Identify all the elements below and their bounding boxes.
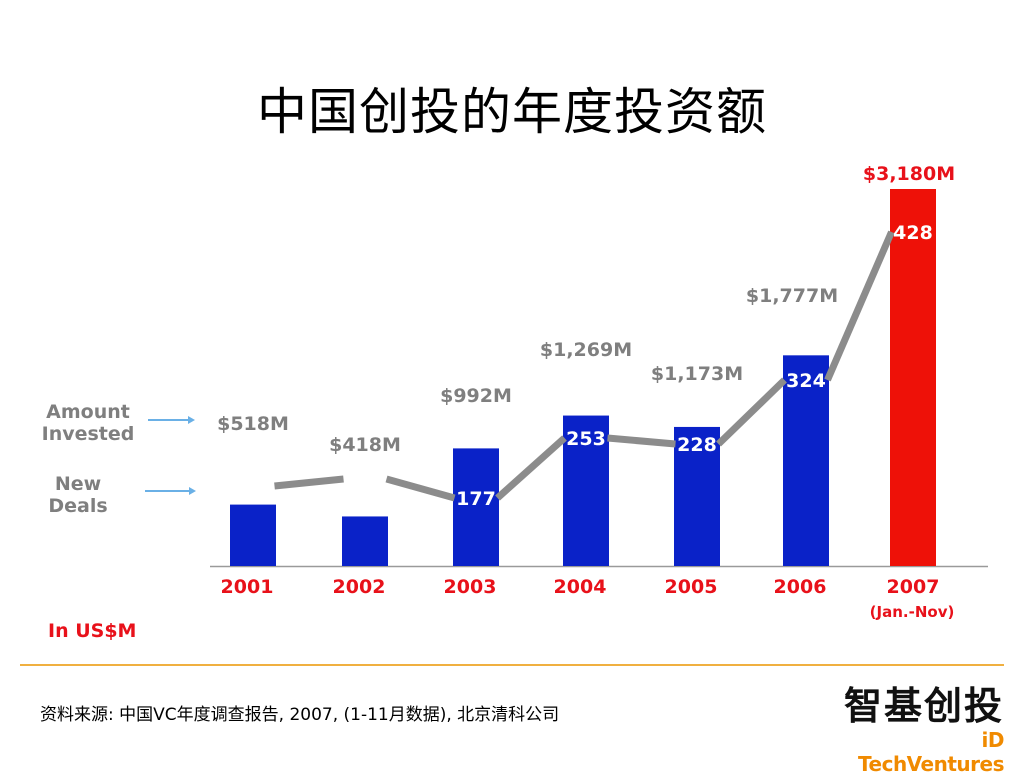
unit-label: In US$M (48, 620, 137, 642)
bar-2007 (890, 189, 936, 566)
amount-label-2002: $418M (329, 434, 401, 456)
deal-label-2006: 324 (786, 370, 826, 392)
deals-line-segment-1 (274, 475, 344, 490)
bar-2002 (342, 516, 388, 566)
deals-line-segment-6 (824, 230, 895, 382)
bar-2004 (563, 415, 609, 566)
year-label-2006: 2006 (774, 576, 827, 598)
slide-title: 中国创投的年度投资额 (257, 83, 767, 141)
investment-chart: 216 226 177 253 228 324 428 $518M $418M $992M $1,2… (210, 163, 988, 621)
year-label-2003: 2003 (444, 576, 497, 598)
year-label-2007: 2007 (887, 576, 940, 598)
bar-2006 (783, 355, 829, 566)
amount-label-2003: $992M (440, 385, 512, 407)
legend-amount-line2: Invested (41, 423, 135, 445)
year-label-2001: 2001 (221, 576, 274, 598)
legend-new-deals: New Deals (30, 473, 126, 517)
amount-label-2006: $1,777M (746, 285, 838, 307)
bar-2001 (230, 504, 276, 566)
deals-line-segment-3 (495, 435, 567, 501)
year-label-2005: 2005 (665, 576, 718, 598)
deal-label-2001: 216 (233, 476, 273, 498)
deal-label-2007: 428 (893, 222, 933, 244)
year-label-2004: 2004 (554, 576, 607, 598)
deal-label-2003: 177 (456, 488, 496, 510)
deals-line-segment-2 (385, 475, 456, 502)
amount-label-2004: $1,269M (540, 339, 632, 361)
deals-line-segment-4 (607, 434, 676, 448)
deal-label-2004: 253 (566, 428, 606, 450)
legend-deals-arrow-icon (145, 487, 196, 495)
deals-line-segment-5 (716, 377, 787, 447)
brand-name-cn: 智基创投 (843, 684, 1004, 728)
deal-label-2002: 226 (345, 469, 385, 491)
source-note: 资料来源: 中国VC年度调查报告, 2007, (1-11月数据), 北京清科公… (40, 705, 560, 725)
legend-amount-arrow-icon (148, 416, 195, 424)
legend-deals-line1: New (54, 473, 102, 495)
brand-logo: 智基创投 iD TechVentures (834, 684, 1005, 776)
legend-amount-invested: Amount Invested (30, 401, 146, 445)
amount-label-2001: $518M (217, 413, 289, 435)
legend-deals-line2: Deals (48, 495, 108, 517)
legend-amount-line1: Amount (46, 401, 130, 423)
brand-name-en: iD TechVentures (858, 728, 1004, 776)
year-label-2002: 2002 (333, 576, 386, 598)
bar-2005 (674, 426, 720, 566)
footer-divider (20, 664, 1004, 666)
amount-label-2007: $3,180M (863, 163, 955, 185)
deal-label-2005: 228 (677, 434, 717, 456)
year-note-2007: (Jan.-Nov) (870, 603, 955, 621)
bar-2003 (453, 448, 499, 566)
amount-label-2005: $1,173M (651, 363, 743, 385)
